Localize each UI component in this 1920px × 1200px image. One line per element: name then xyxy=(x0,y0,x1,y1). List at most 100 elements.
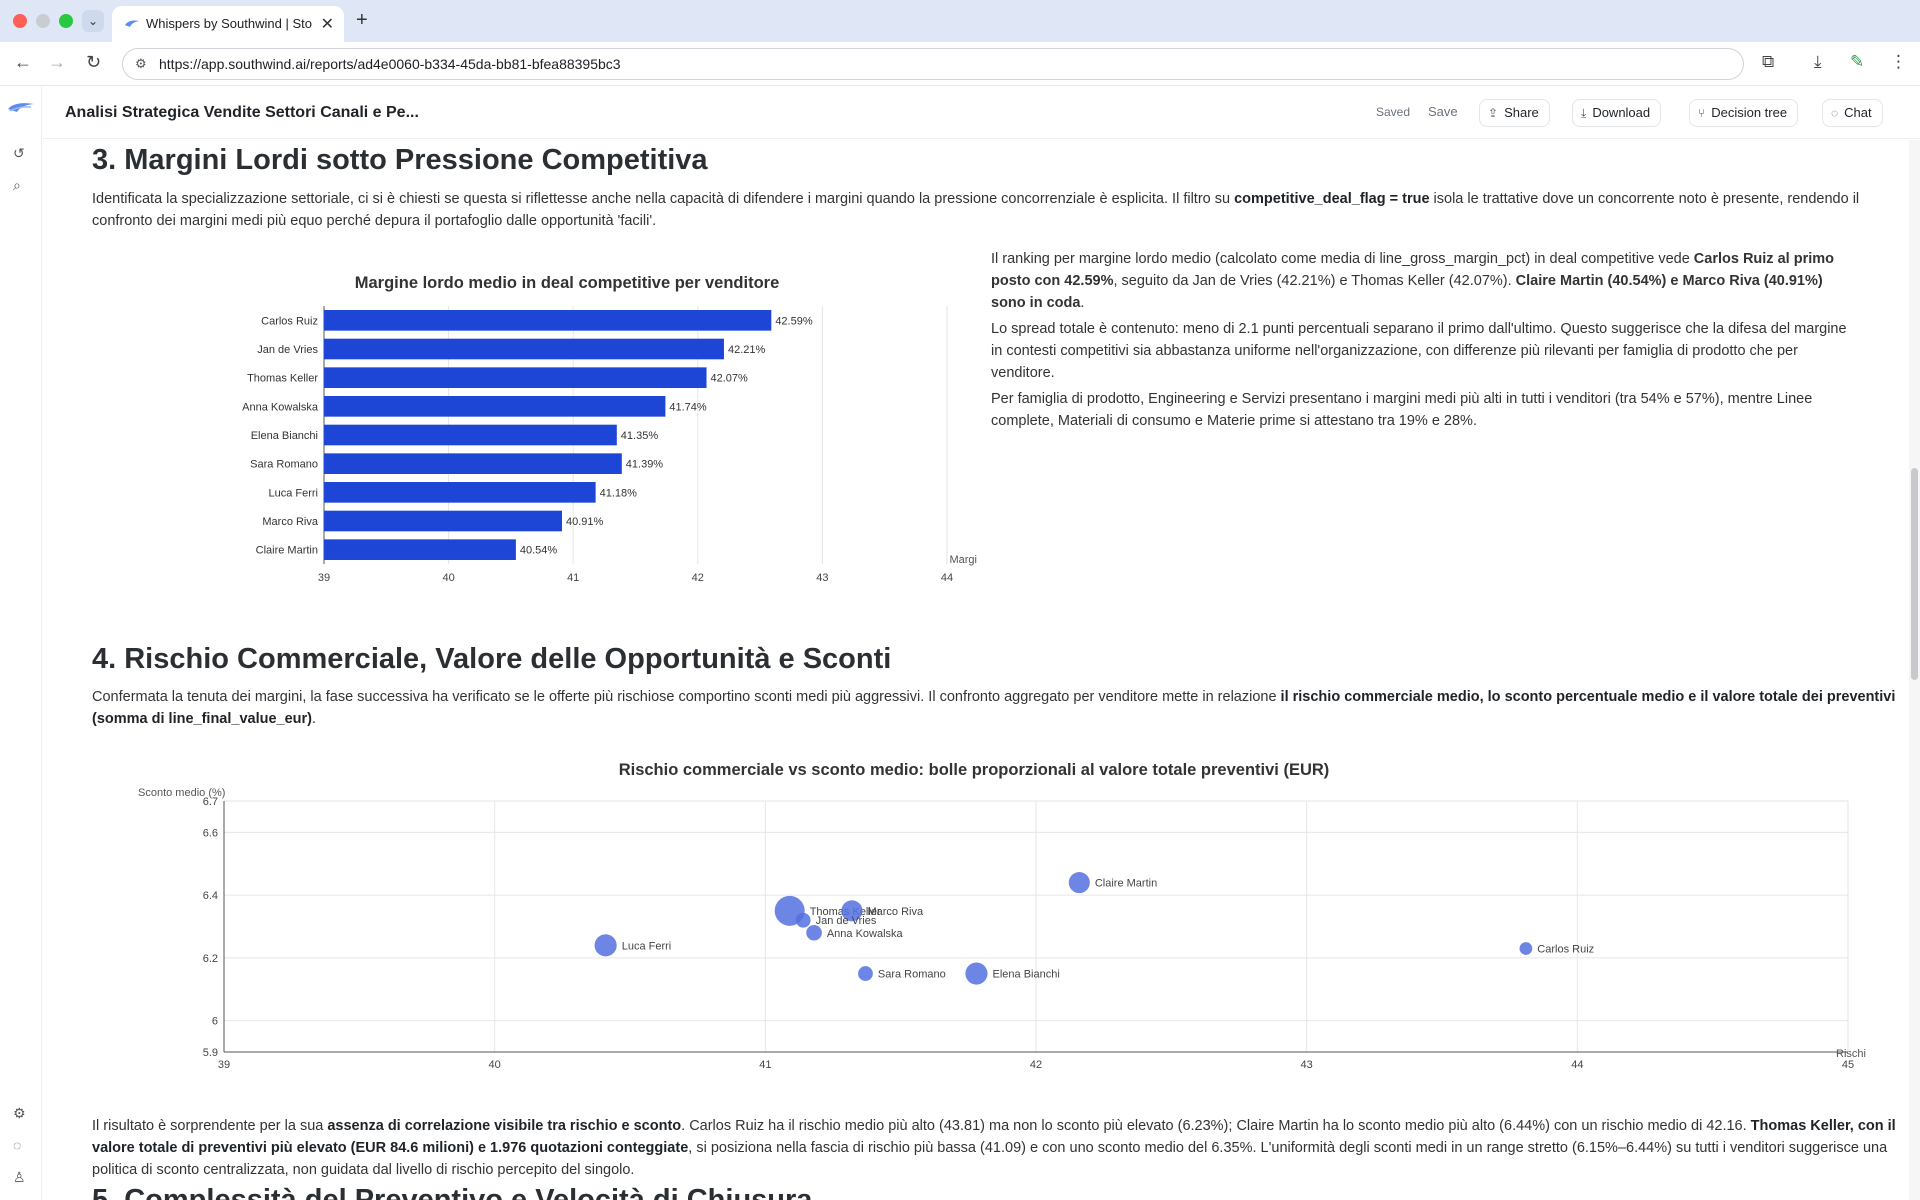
bar-chart-x-tick-label: 42 xyxy=(692,572,704,584)
bar-chart-x-axis-label: Margi xyxy=(949,554,977,566)
ranking-text: Il ranking per margine lordo medio (calc… xyxy=(991,251,1694,267)
download-icon[interactable]: ⤓ xyxy=(1814,52,1822,71)
tab-close-icon[interactable]: ✕ xyxy=(320,16,334,33)
extensions-icon[interactable]: ⧉ xyxy=(1762,52,1775,71)
bar-chart-data-label: 41.18% xyxy=(600,487,638,499)
new-tab-icon[interactable]: + xyxy=(356,9,368,31)
bar-chart-title: Margine lordo medio in deal competitive … xyxy=(355,274,780,292)
bubble-carlos-ruiz xyxy=(1519,942,1533,955)
bubble-chart-gridlines: 39 40 41 42 43 44 45 5.9 6 6.2 6.4 6.6 6.7 xyxy=(203,796,1854,1071)
bar-chart-data-label: 41.39% xyxy=(626,459,664,471)
bar-chart-x-tick-label: 44 xyxy=(941,572,953,584)
bar-sara-romano xyxy=(324,453,622,474)
back-arrow-icon[interactable]: ← xyxy=(14,52,32,72)
bubble-chart-x-tick-label: 41 xyxy=(759,1059,771,1071)
maximize-window-button[interactable] xyxy=(59,14,73,28)
southwind-favicon-icon xyxy=(125,20,139,27)
browser-tab[interactable]: Whispers by Southwind | Sto ✕ xyxy=(112,6,344,42)
bubble-label: Anna Kowalska xyxy=(827,928,904,940)
tab-list-chevron-icon[interactable]: ⌄ xyxy=(82,10,104,32)
chat-button[interactable]: ◌ Chat xyxy=(1822,99,1883,127)
site-info-icon[interactable]: ⚙ xyxy=(135,56,147,71)
section-3-heading: 3. Margini Lordi sotto Pressione Competi… xyxy=(92,144,708,176)
result-text: . Carlos Ruiz ha il rischio medio più al… xyxy=(681,1118,1751,1134)
bar-chart-data-label: 42.21% xyxy=(728,344,766,356)
southwind-logo-icon[interactable] xyxy=(7,101,35,113)
bubble-label: Luca Ferri xyxy=(622,940,672,952)
close-window-button[interactable] xyxy=(13,14,27,28)
margin-bar-chart: Margine lordo medio in deal competitive … xyxy=(242,274,977,584)
bar-jan-de-vries xyxy=(324,338,724,360)
bar-chart-data-label: 41.74% xyxy=(669,401,707,413)
bar-claire-martin xyxy=(324,539,516,560)
risk-discount-bubble-chart: Rischio commerciale vs sconto medio: bol… xyxy=(138,761,1866,1071)
bubble-jan-de-vries xyxy=(795,912,811,928)
chat-icon: ◌ xyxy=(1831,106,1839,120)
tab-title: Whispers by Southwind | Sto xyxy=(146,16,312,31)
scrollbar-thumb[interactable] xyxy=(1911,468,1918,680)
report-content[interactable]: 3. Margini Lordi sotto Pressione Competi… xyxy=(43,140,1909,1200)
intro-text: . xyxy=(312,711,317,727)
download-button[interactable]: ⤓ Download xyxy=(1572,99,1662,127)
ranking-text: , seguito da Jan de Vries (42.21%) e Tho… xyxy=(1113,273,1516,289)
bubble-chart-x-tick-label: 42 xyxy=(1030,1059,1042,1071)
bar-chart-category-label: Thomas Keller xyxy=(247,373,318,385)
bubble-sara-romano xyxy=(858,966,873,981)
bar-chart-category-label: Jan de Vries xyxy=(257,344,318,356)
chat-bubble-icon[interactable]: ◌ xyxy=(13,1137,22,1153)
bar-chart-category-label: Claire Martin xyxy=(256,545,318,557)
result-text: Il risultato è sorprendente per la sua xyxy=(92,1118,328,1134)
browser-tab-bar: ⌄ Whispers by Southwind | Sto ✕ + xyxy=(0,0,1920,42)
bar-elena-bianchi xyxy=(324,424,617,446)
bubble-label: Elena Bianchi xyxy=(993,969,1060,981)
bar-carlos-ruiz xyxy=(324,310,772,331)
settings-gear-icon[interactable]: ⚙ xyxy=(13,1105,26,1121)
intro-text: Identificata la specializzazione settori… xyxy=(92,191,1235,207)
app-sidebar: ↺ ⌕ ⚙ ◌ ♙ xyxy=(0,87,42,1200)
browser-menu-icon[interactable]: ⋮ xyxy=(1890,52,1907,71)
spread-paragraph: Lo spread totale è contenuto: meno di 2.… xyxy=(991,321,1847,381)
bar-chart-x-tick-label: 39 xyxy=(318,572,330,584)
section-3-intro: Identificata la specializzazione settori… xyxy=(92,188,1902,232)
bubble-chart-title: Rischio commerciale vs sconto medio: bol… xyxy=(619,761,1330,779)
bubble-chart-x-tick-label: 40 xyxy=(489,1059,501,1071)
user-icon[interactable]: ♙ xyxy=(13,1169,26,1185)
reload-icon[interactable]: ↻ xyxy=(86,52,102,72)
section-4-result: Il risultato è sorprendente per la sua a… xyxy=(92,1115,1902,1181)
browser-toolbar: ← → ↻ ⚙ https://app.southwind.ai/reports… xyxy=(0,42,1920,86)
decision-tree-button[interactable]: ⑂ Decision tree xyxy=(1689,99,1799,127)
bubble-label: Jan de Vries xyxy=(816,915,877,927)
bubble-luca-ferri xyxy=(594,934,617,957)
bubble-chart-y-tick-label: 6.2 xyxy=(203,953,218,965)
bubble-label: Sara Romano xyxy=(878,969,946,981)
saved-status: Saved xyxy=(1376,105,1411,119)
save-button[interactable]: Save xyxy=(1428,104,1458,119)
history-icon[interactable]: ↺ xyxy=(13,145,25,161)
url-text: https://app.southwind.ai/reports/ad4e006… xyxy=(159,56,621,72)
share-button[interactable]: ⇪ Share xyxy=(1479,99,1550,127)
bubble-claire-martin xyxy=(1068,872,1090,894)
bubble-chart-y-axis-label: Sconto medio (%) xyxy=(138,787,225,799)
search-icon[interactable]: ⌕ xyxy=(13,177,21,193)
minimize-window-button[interactable] xyxy=(36,14,50,28)
download-icon: ⤓ xyxy=(1581,106,1587,120)
bar-chart-category-label: Carlos Ruiz xyxy=(261,315,318,327)
bar-chart-x-tick-label: 40 xyxy=(442,572,454,584)
bar-chart-category-label: Marco Riva xyxy=(262,516,319,528)
ranking-bold-top: Carlos Ruiz al primo posto con 42.59% xyxy=(991,251,1834,289)
bar-chart-category-label: Sara Romano xyxy=(250,459,318,471)
extension-pin-icon[interactable]: ✎ xyxy=(1850,52,1865,71)
bubble-chart-y-tick-label: 6.4 xyxy=(203,890,218,902)
forward-arrow-icon[interactable]: → xyxy=(48,52,66,72)
chat-label: Chat xyxy=(1844,105,1872,120)
bar-chart-category-label: Anna Kowalska xyxy=(242,401,319,413)
vertical-scrollbar[interactable] xyxy=(1909,140,1920,1200)
product-family-paragraph: Per famiglia di prodotto, Engineering e … xyxy=(991,391,1813,429)
bar-chart-x-tick-label: 41 xyxy=(567,572,579,584)
address-bar[interactable]: ⚙ https://app.southwind.ai/reports/ad4e0… xyxy=(122,48,1744,80)
section-4-heading: 4. Rischio Commerciale, Valore delle Opp… xyxy=(92,643,892,675)
bubble-chart-y-tick-label: 6.7 xyxy=(203,796,218,808)
bubble-chart-x-tick-label: 45 xyxy=(1842,1059,1854,1071)
report-header: Analisi Strategica Vendite Settori Canal… xyxy=(43,87,1920,139)
